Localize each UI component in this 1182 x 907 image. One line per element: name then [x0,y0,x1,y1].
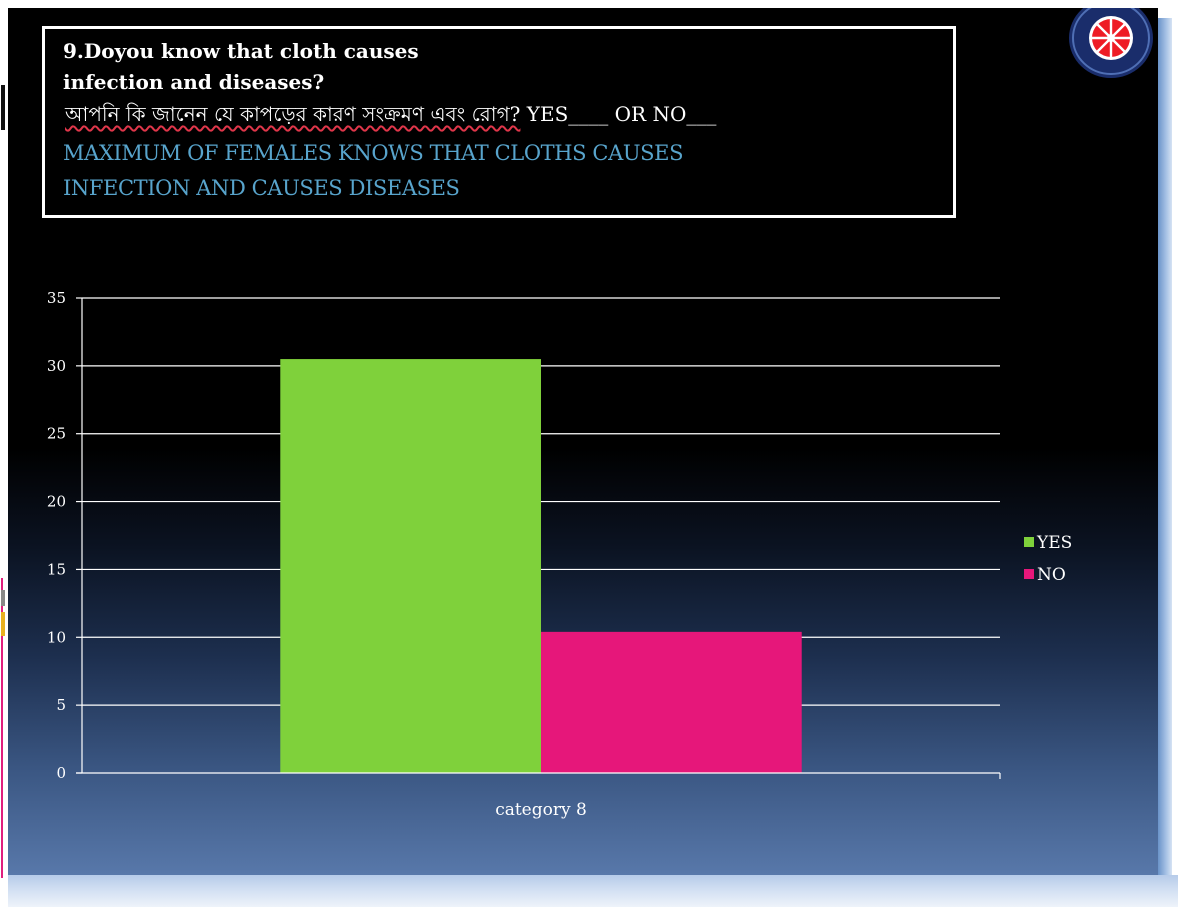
slide: 9.Doyou know that cloth causes infection… [8,8,1158,875]
y-tick-label: 30 [47,357,66,375]
wheel-emblem-icon [1066,8,1156,80]
finding-line2: INFECTION AND CAUSES DISEASES [63,176,460,200]
bar-yes [280,359,541,773]
legend-label-no: NO [1037,565,1066,585]
left-edge-marks [0,0,8,907]
question-bengali-text: আপনি কি জানেন যে কাপড়ের কারণ সংক্রমণ এব… [65,102,521,126]
slide-frame-right [1158,18,1172,878]
finding-line1: MAXIMUM OF FEMALES KNOWS THAT CLOTHS CAU… [63,141,684,165]
question-title-line1: 9.Doyou know that cloth causes [63,39,419,63]
question-answer-options: YES____ OR NO___ [520,102,717,126]
bar-no [541,631,802,773]
bar-chart: 0 5 10 15 20 25 30 35 category 8 YES NO [47,289,1072,820]
legend-swatch-no [1024,569,1034,579]
slide-frame-bottom [8,875,1178,907]
question-title-line2: infection and diseases? [63,70,325,94]
y-tick-label: 5 [56,696,66,714]
y-tick-label: 35 [47,289,66,307]
legend-label-yes: YES [1036,533,1072,553]
y-tick-label: 20 [47,493,66,511]
y-tick-label: 10 [47,628,66,646]
y-tick-label: 0 [56,764,66,782]
question-box: 9.Doyou know that cloth causes infection… [42,26,956,218]
y-tick-label: 15 [47,560,66,578]
question-bengali-line: আপনি কি জানেন যে কাপড়ের কারণ সংক্রমণ এব… [65,100,716,133]
y-tick-label: 25 [47,425,66,443]
x-tick-label: category 8 [495,800,587,820]
legend-swatch-yes [1024,537,1034,547]
